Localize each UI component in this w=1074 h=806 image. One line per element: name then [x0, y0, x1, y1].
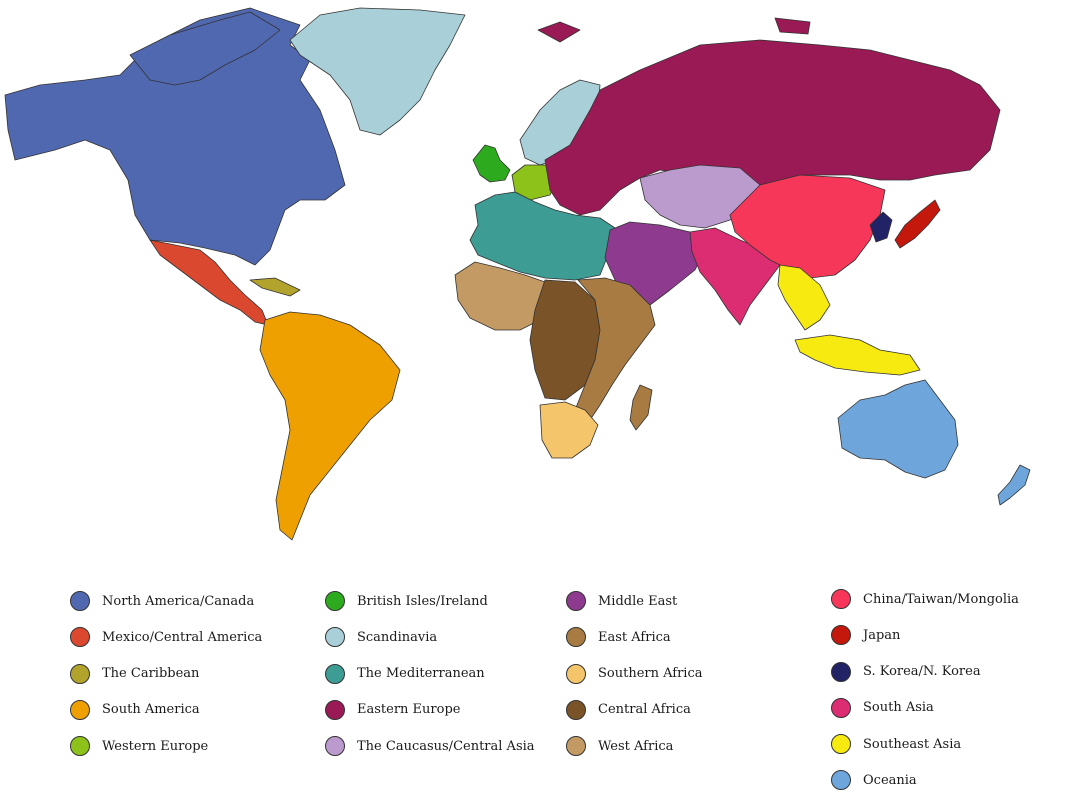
world-map	[4, 7, 1031, 541]
region-scandinavia-greenland	[289, 7, 466, 136]
legend-item: Middle East	[566, 590, 703, 612]
region-southeast-asia-islands	[794, 334, 921, 376]
legend-swatch	[831, 661, 851, 682]
region-oceania	[837, 379, 959, 479]
legend-swatch	[70, 699, 90, 720]
legend-item: South America	[70, 699, 262, 721]
region-east-africa	[574, 277, 656, 421]
legend-item: East Africa	[566, 626, 703, 648]
region-southern-africa	[539, 401, 599, 459]
legend-item: South Asia	[831, 697, 1019, 719]
legend-item: British Isles/Ireland	[325, 590, 535, 612]
legend-item: Japan	[831, 624, 1019, 646]
legend-swatch	[325, 736, 345, 757]
region-east-africa-madagascar	[629, 384, 653, 431]
legend-swatch	[566, 663, 586, 684]
legend-item: Mexico/Central America	[70, 626, 262, 648]
region-central-africa	[529, 279, 601, 401]
world-map-svg	[4, 7, 1031, 541]
legend-swatch	[566, 591, 586, 611]
legend-swatch	[325, 699, 345, 720]
region-china-taiwan-mongolia	[729, 174, 886, 279]
legend-swatch	[325, 591, 345, 611]
region-middle-east	[604, 221, 706, 306]
region-mediterranean	[469, 191, 616, 281]
legend-swatch	[325, 663, 345, 684]
legend-item: Western Europe	[70, 735, 262, 757]
region-british-isles	[472, 144, 511, 183]
legend-column: China/Taiwan/Mongolia Japan S. Korea/N. Ko…	[831, 588, 1019, 806]
legend-column: North America/Canada Mexico/Central Ameri…	[70, 590, 262, 771]
region-north-america-canada-islands	[129, 11, 281, 86]
region-oceania-new-zealand	[997, 464, 1031, 506]
legend-label: The Caribbean	[102, 666, 200, 682]
legend-label: North America/Canada	[102, 593, 255, 609]
legend-label: Western Europe	[102, 738, 209, 754]
legend-label: S. Korea/N. Korea	[863, 664, 981, 680]
legend-label: East Africa	[598, 629, 671, 645]
legend-swatch	[831, 625, 851, 646]
region-eastern-europe	[544, 39, 1001, 216]
legend-label: West Africa	[598, 738, 674, 754]
legend-column: British Isles/Ireland Scandinavia The Medi…	[325, 590, 535, 771]
region-south-asia	[689, 227, 781, 326]
legend-item: S. Korea/N. Korea	[831, 661, 1019, 683]
legend-label: Middle East	[598, 593, 678, 609]
legend-item: Oceania	[831, 769, 1019, 791]
legend-label: Central Africa	[598, 702, 691, 718]
region-japan	[894, 199, 941, 249]
legend-label: Southern Africa	[598, 666, 703, 682]
legend-label: British Isles/Ireland	[357, 593, 488, 609]
legend-swatch	[566, 736, 586, 757]
legend-label: China/Taiwan/Mongolia	[863, 591, 1019, 607]
region-eastern-europe-islands	[537, 17, 811, 43]
legend-item: The Caribbean	[70, 663, 262, 685]
legend-label: Eastern Europe	[357, 702, 461, 718]
legend-swatch	[831, 734, 851, 755]
legend-swatch	[831, 697, 851, 718]
legend-label: The Mediterranean	[357, 666, 485, 682]
legend-item: Southeast Asia	[831, 733, 1019, 755]
legend: North America/Canada Mexico/Central Ameri…	[0, 580, 1074, 793]
legend-label: Southeast Asia	[863, 736, 962, 752]
legend-swatch	[831, 770, 851, 791]
region-korea	[869, 211, 893, 243]
legend-label: The Caucasus/Central Asia	[357, 738, 535, 754]
legend-item: Central Africa	[566, 699, 703, 721]
legend-label: South Asia	[863, 700, 934, 716]
region-south-america	[259, 311, 401, 541]
legend-item: The Caucasus/Central Asia	[325, 735, 535, 757]
legend-item: Southern Africa	[566, 663, 703, 685]
legend-column: Middle East East Africa Southern Africa Cen…	[566, 590, 703, 771]
legend-item: West Africa	[566, 735, 703, 757]
legend-swatch	[70, 627, 90, 648]
legend-label: Japan	[863, 627, 901, 643]
region-caribbean	[249, 277, 301, 297]
legend-swatch	[325, 627, 345, 648]
legend-item: The Mediterranean	[325, 663, 535, 685]
legend-swatch	[566, 627, 586, 648]
legend-item: China/Taiwan/Mongolia	[831, 588, 1019, 610]
legend-swatch	[566, 699, 586, 720]
legend-swatch	[70, 736, 90, 757]
legend-label: Mexico/Central America	[102, 629, 263, 645]
legend-swatch	[70, 663, 90, 684]
region-southeast-asia	[777, 264, 831, 331]
legend-label: South America	[102, 702, 200, 718]
legend-item: Eastern Europe	[325, 699, 535, 721]
legend-item: North America/Canada	[70, 590, 262, 612]
legend-item: Scandinavia	[325, 626, 535, 648]
legend-label: Oceania	[863, 772, 917, 788]
legend-swatch	[70, 591, 90, 611]
legend-swatch	[831, 589, 851, 609]
legend-label: Scandinavia	[357, 629, 438, 645]
